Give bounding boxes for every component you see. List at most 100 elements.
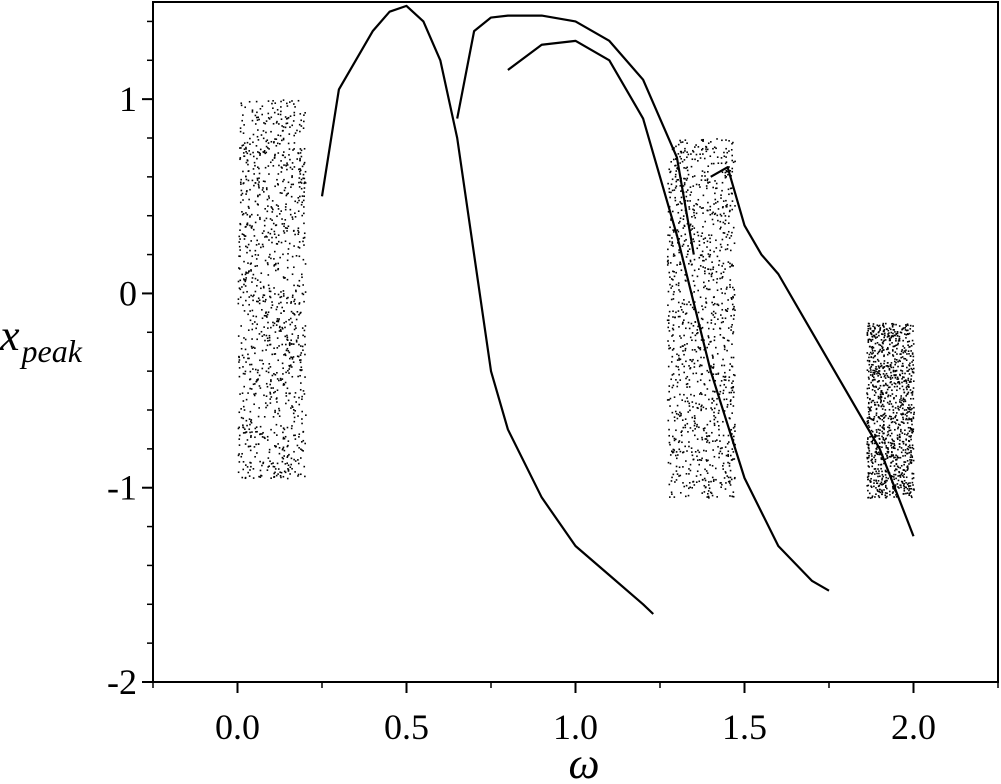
series-point bbox=[259, 281, 262, 283]
series-point bbox=[696, 332, 699, 334]
series-point bbox=[287, 469, 290, 471]
series-point bbox=[707, 268, 710, 271]
series-point bbox=[873, 326, 876, 329]
series-point bbox=[894, 351, 897, 353]
series-point bbox=[669, 226, 671, 229]
series-point bbox=[879, 475, 881, 478]
series-point bbox=[729, 480, 731, 483]
series-point bbox=[905, 382, 908, 384]
series-point bbox=[911, 407, 913, 410]
series-point bbox=[905, 418, 907, 421]
series-point bbox=[912, 380, 915, 382]
series-point bbox=[709, 155, 712, 158]
series-point bbox=[677, 454, 679, 456]
series-point bbox=[871, 473, 873, 475]
series-point bbox=[727, 434, 730, 437]
series-point bbox=[873, 386, 875, 388]
series-point bbox=[252, 299, 254, 302]
series-point bbox=[903, 422, 905, 425]
series-point bbox=[675, 454, 677, 457]
series-point bbox=[705, 438, 708, 440]
series-point bbox=[675, 170, 678, 172]
series-point bbox=[254, 182, 257, 184]
series-point bbox=[683, 182, 686, 184]
series-point bbox=[693, 394, 696, 397]
series-point bbox=[688, 445, 690, 448]
series-point bbox=[882, 437, 885, 439]
series-point bbox=[892, 370, 895, 373]
series-point bbox=[289, 473, 291, 475]
series-point bbox=[707, 336, 710, 339]
series-point bbox=[291, 175, 293, 177]
series-point bbox=[297, 229, 299, 232]
series-point bbox=[241, 286, 243, 288]
series-point bbox=[889, 328, 892, 331]
series-point bbox=[890, 432, 893, 435]
series-point bbox=[268, 336, 271, 339]
series-point bbox=[883, 336, 885, 339]
series-point bbox=[713, 422, 716, 425]
series-point bbox=[287, 192, 289, 195]
series-point bbox=[293, 458, 295, 461]
series-point bbox=[700, 408, 703, 410]
series-point bbox=[692, 358, 694, 361]
series-point bbox=[884, 438, 887, 440]
series-point bbox=[704, 272, 706, 275]
series-point bbox=[271, 219, 273, 221]
series-point bbox=[903, 485, 906, 488]
series-point bbox=[245, 161, 248, 164]
series-point bbox=[698, 365, 701, 368]
series-point bbox=[300, 473, 302, 476]
series-point bbox=[293, 284, 295, 287]
series-point bbox=[709, 253, 712, 256]
series-point bbox=[886, 456, 889, 459]
series-point bbox=[699, 296, 702, 299]
series-point bbox=[895, 338, 897, 340]
series-point bbox=[256, 135, 259, 138]
series-point bbox=[707, 170, 709, 173]
series-point bbox=[254, 392, 257, 395]
series-point bbox=[239, 222, 241, 225]
axis-ticks bbox=[142, 20, 999, 693]
series-point bbox=[277, 208, 280, 210]
series-point bbox=[278, 326, 281, 329]
series-point bbox=[867, 329, 869, 332]
series-point bbox=[242, 233, 245, 236]
series-point bbox=[283, 164, 285, 166]
series-point bbox=[910, 344, 913, 347]
series-point bbox=[675, 412, 678, 415]
series-point bbox=[900, 401, 902, 404]
series-point bbox=[255, 258, 258, 260]
series-point bbox=[697, 146, 700, 148]
series-point bbox=[304, 376, 306, 378]
series-point bbox=[903, 463, 905, 466]
series-point bbox=[301, 418, 303, 420]
series-point bbox=[240, 194, 243, 196]
series-point bbox=[682, 191, 685, 194]
series-point bbox=[871, 349, 874, 352]
series-point bbox=[875, 414, 878, 416]
series-point bbox=[730, 148, 733, 151]
series-point bbox=[713, 424, 716, 427]
series-point bbox=[882, 322, 885, 325]
series-point bbox=[907, 391, 910, 394]
series-point bbox=[710, 162, 713, 165]
series-point bbox=[888, 327, 891, 330]
series-point bbox=[719, 327, 721, 330]
series-point bbox=[254, 265, 257, 268]
series-point bbox=[238, 411, 241, 414]
series-point bbox=[283, 437, 286, 440]
series-point bbox=[721, 189, 723, 192]
series-point bbox=[886, 495, 888, 498]
series-point bbox=[909, 456, 912, 459]
series-point bbox=[912, 371, 915, 374]
series-point bbox=[671, 189, 674, 192]
series-point bbox=[888, 472, 891, 474]
series-point bbox=[718, 259, 721, 262]
series-point bbox=[292, 412, 295, 415]
series-point bbox=[249, 188, 251, 191]
series-point bbox=[700, 339, 703, 341]
series-point bbox=[249, 143, 251, 146]
series-point bbox=[729, 286, 731, 288]
series-point bbox=[885, 414, 887, 417]
